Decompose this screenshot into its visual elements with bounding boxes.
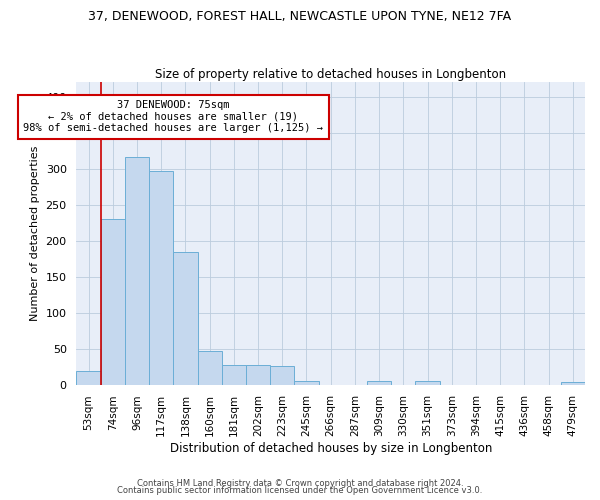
Text: Contains HM Land Registry data © Crown copyright and database right 2024.: Contains HM Land Registry data © Crown c… — [137, 478, 463, 488]
Bar — [295, 381, 319, 384]
Bar — [561, 382, 585, 384]
Bar — [367, 381, 391, 384]
Bar — [149, 172, 173, 384]
Text: 37 DENEWOOD: 75sqm
← 2% of detached houses are smaller (19)
98% of semi-detached: 37 DENEWOOD: 75sqm ← 2% of detached hous… — [23, 100, 323, 134]
Bar — [270, 366, 295, 384]
Bar — [415, 381, 440, 384]
Bar — [246, 365, 270, 384]
Bar — [125, 157, 149, 384]
Text: Contains public sector information licensed under the Open Government Licence v3: Contains public sector information licen… — [118, 486, 482, 495]
Text: 37, DENEWOOD, FOREST HALL, NEWCASTLE UPON TYNE, NE12 7FA: 37, DENEWOOD, FOREST HALL, NEWCASTLE UPO… — [88, 10, 512, 23]
Bar — [173, 252, 197, 384]
Bar — [101, 219, 125, 384]
Y-axis label: Number of detached properties: Number of detached properties — [30, 146, 40, 321]
Bar — [197, 352, 222, 384]
Bar — [222, 365, 246, 384]
Title: Size of property relative to detached houses in Longbenton: Size of property relative to detached ho… — [155, 68, 506, 81]
Bar — [76, 371, 101, 384]
X-axis label: Distribution of detached houses by size in Longbenton: Distribution of detached houses by size … — [170, 442, 492, 455]
